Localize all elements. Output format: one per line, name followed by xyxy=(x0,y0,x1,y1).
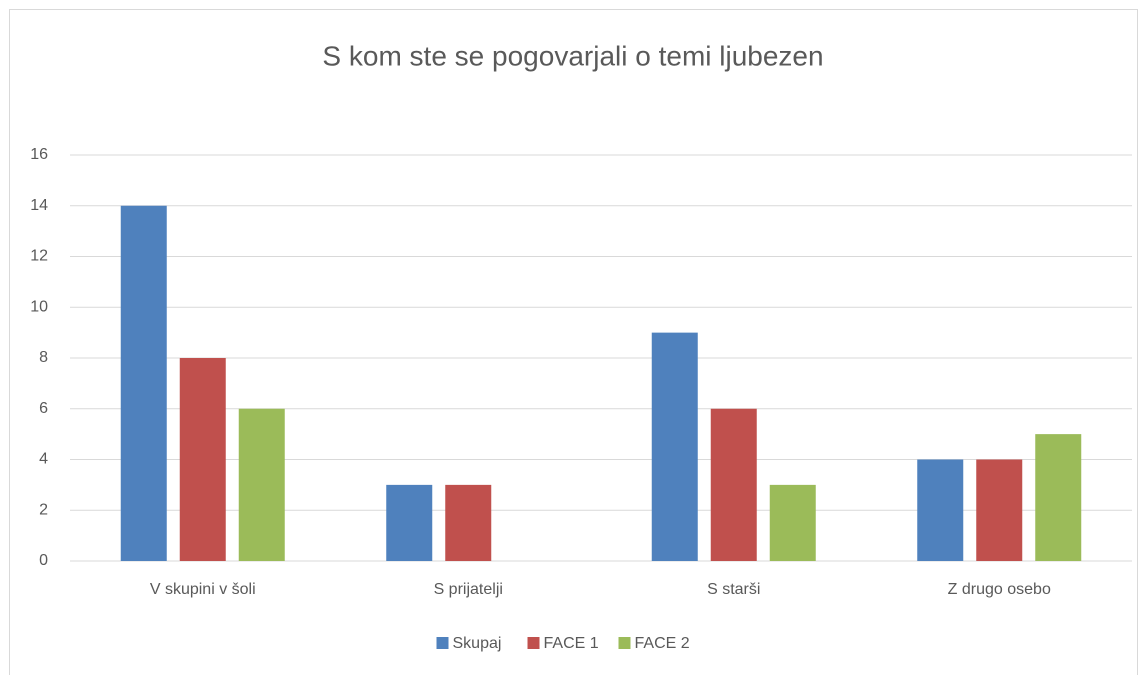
y-tick-label: 12 xyxy=(30,248,48,265)
bar xyxy=(651,332,698,561)
legend-label: FACE 2 xyxy=(635,635,690,652)
bar xyxy=(179,358,226,561)
y-tick-label: 2 xyxy=(39,501,48,518)
bar xyxy=(976,459,1023,561)
bar xyxy=(445,484,492,561)
x-tick-label: Z drugo osebo xyxy=(948,581,1051,598)
legend-label: Skupaj xyxy=(453,635,502,652)
bar xyxy=(917,459,964,561)
y-tick-label: 0 xyxy=(39,552,48,569)
bar xyxy=(710,408,757,561)
bar xyxy=(238,408,285,561)
x-tick-label: S prijatelji xyxy=(434,581,503,598)
y-tick-label: 16 xyxy=(30,146,48,163)
legend-swatch xyxy=(527,637,540,649)
bar xyxy=(1035,434,1082,561)
x-tick-label: V skupini v šoli xyxy=(150,581,256,598)
y-tick-label: 8 xyxy=(39,349,48,366)
y-tick-label: 6 xyxy=(39,400,48,417)
y-tick-label: 14 xyxy=(30,197,48,214)
legend-label: FACE 1 xyxy=(544,635,599,652)
bar xyxy=(769,484,816,561)
bar xyxy=(120,205,167,561)
y-tick-label: 10 xyxy=(30,298,48,315)
legend-swatch xyxy=(436,637,449,649)
chart-title: S kom ste se pogovarjali o temi ljubezen xyxy=(322,40,823,71)
chart-border xyxy=(9,9,1138,675)
bar xyxy=(386,484,433,561)
x-tick-label: S starši xyxy=(707,581,760,598)
legend-swatch xyxy=(618,637,631,649)
y-tick-label: 4 xyxy=(39,451,48,468)
